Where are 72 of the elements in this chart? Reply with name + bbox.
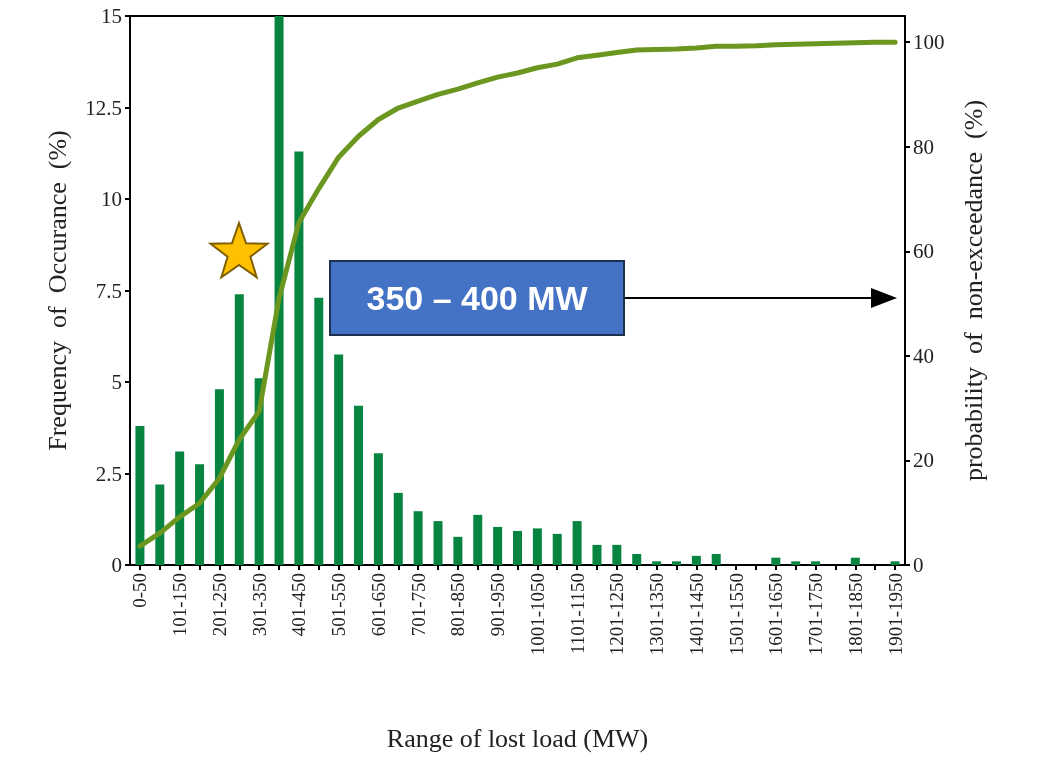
y-tick-label: 15 bbox=[101, 4, 122, 28]
bar bbox=[274, 16, 284, 565]
x-tick-label: 1101-1150 bbox=[566, 573, 588, 654]
x-tick-label: 901-950 bbox=[487, 573, 509, 637]
x-tick-label: 1201-1250 bbox=[606, 573, 628, 656]
x-tick-label: 701-750 bbox=[407, 573, 429, 637]
y2-tick-label: 60 bbox=[913, 239, 934, 264]
bar bbox=[413, 511, 423, 565]
x-tick-label: 1501-1550 bbox=[725, 573, 747, 656]
bar bbox=[354, 405, 364, 565]
bar bbox=[513, 530, 522, 565]
bar bbox=[234, 294, 244, 565]
bar bbox=[453, 536, 463, 565]
y-tick-label: 0 bbox=[111, 553, 122, 577]
bar bbox=[175, 451, 185, 565]
x-tick-label: 401-450 bbox=[288, 573, 310, 637]
bar bbox=[612, 544, 622, 565]
y2-tick-label: 40 bbox=[913, 343, 934, 368]
y-axis-title: Frequency of Occurance (%) bbox=[42, 130, 72, 451]
x-tick-label: 1901-1950 bbox=[884, 573, 906, 656]
bar bbox=[214, 389, 224, 565]
x-tick-label: 801-850 bbox=[447, 573, 469, 637]
x-tick-label: 501-550 bbox=[328, 573, 350, 637]
bar bbox=[791, 561, 801, 565]
y2-axis-title: probability of non-exceedance (%) bbox=[958, 99, 988, 482]
bar bbox=[850, 557, 860, 565]
bar bbox=[771, 557, 781, 565]
x-tick-label: 101-150 bbox=[169, 573, 191, 637]
bar bbox=[254, 378, 264, 565]
bar bbox=[294, 151, 304, 565]
y-tick-label: 7.5 bbox=[95, 278, 122, 303]
y2-tick-label: 20 bbox=[913, 448, 934, 473]
bar bbox=[532, 528, 542, 565]
x-tick-label: 301-350 bbox=[248, 573, 270, 637]
annotation: 350 – 400 MW bbox=[329, 260, 626, 337]
bar bbox=[632, 554, 642, 565]
x-tick-label: 201-250 bbox=[208, 573, 230, 637]
x-tick-label: 1401-1450 bbox=[685, 573, 707, 656]
bar bbox=[473, 514, 483, 565]
bar bbox=[334, 354, 344, 565]
y-tick-label: 10 bbox=[101, 187, 122, 211]
y-tick-label: 12.5 bbox=[85, 95, 122, 120]
x-tick-label: 0-50 bbox=[129, 573, 151, 608]
x-tick-label: 1701-1750 bbox=[805, 573, 827, 656]
y2-tick-label: 80 bbox=[913, 134, 934, 159]
bar bbox=[155, 484, 165, 565]
bar bbox=[195, 464, 205, 565]
x-tick-label: 1601-1650 bbox=[765, 573, 787, 656]
bar bbox=[572, 521, 582, 565]
bar bbox=[373, 453, 383, 565]
bar bbox=[135, 425, 145, 565]
x-tick-label: 1801-1850 bbox=[844, 573, 866, 656]
bar bbox=[393, 492, 403, 565]
x-tick-label: 1001-1050 bbox=[526, 573, 548, 656]
bar bbox=[711, 554, 721, 565]
bar bbox=[592, 544, 602, 565]
bar bbox=[493, 526, 503, 565]
x-axis-title: Range of lost load (MW) bbox=[386, 723, 649, 753]
bar bbox=[552, 533, 562, 565]
bar bbox=[671, 561, 681, 565]
bar bbox=[890, 561, 900, 565]
y2-tick-label: 0 bbox=[913, 553, 924, 577]
y-tick-label: 2.5 bbox=[95, 461, 122, 486]
bar bbox=[811, 561, 821, 565]
bar bbox=[691, 555, 701, 565]
x-tick-label: 601-650 bbox=[367, 573, 389, 637]
y2-tick-label: 100 bbox=[913, 30, 945, 55]
y-tick-label: 5 bbox=[111, 370, 122, 394]
bar bbox=[314, 297, 324, 565]
x-tick-label: 1301-1350 bbox=[646, 573, 668, 656]
bar bbox=[433, 521, 443, 565]
bar bbox=[652, 561, 662, 565]
